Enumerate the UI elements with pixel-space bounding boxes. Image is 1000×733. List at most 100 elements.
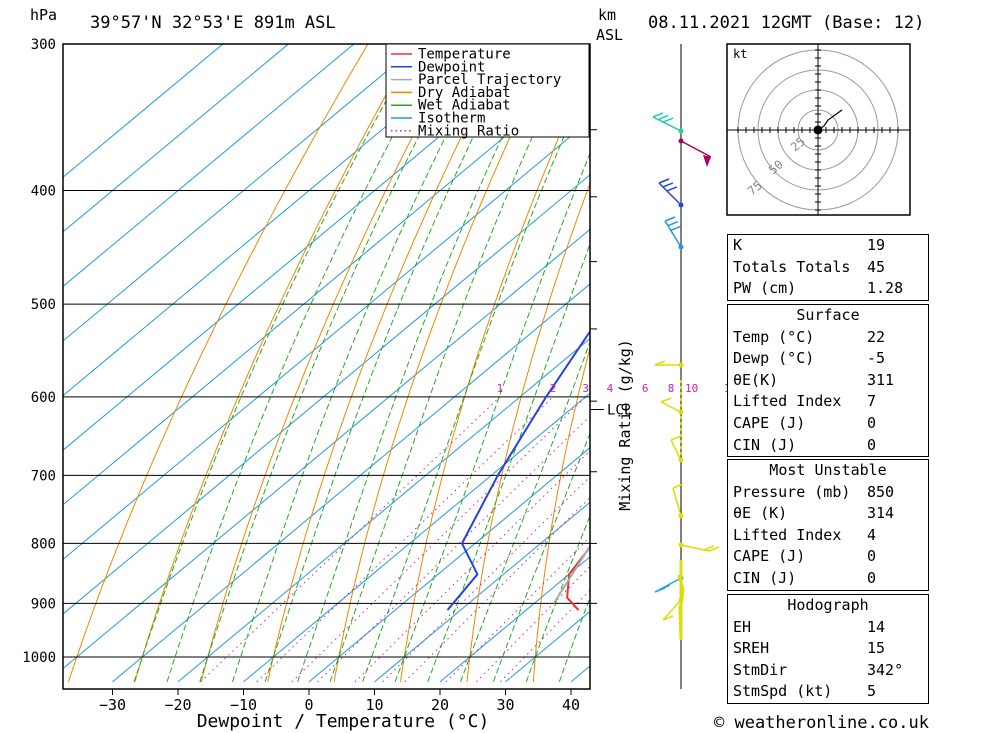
dry-adiabat-line xyxy=(974,27,1000,682)
dry-adiabat-line xyxy=(200,44,462,682)
wind-barb-shaft xyxy=(658,182,682,206)
wind-barb-shaft xyxy=(680,140,712,158)
wind-barb-flag xyxy=(670,225,682,232)
mixing-ratio-label: 4 xyxy=(607,382,614,395)
isotherm-line xyxy=(63,44,421,342)
mixing-ratio-label: 1 xyxy=(497,382,504,395)
mixing-ratio-line xyxy=(291,396,587,683)
pressure-tick-label: 600 xyxy=(31,390,56,406)
dry-adiabat-line xyxy=(134,44,415,682)
wet-adiabat-line xyxy=(166,44,443,682)
most-unstable-table: Most Unstable Pressure (mb) 850 θE (K) 314… xyxy=(727,459,929,591)
asl-unit-label: ASL xyxy=(596,26,623,44)
temperature-line xyxy=(566,545,590,611)
x-tick-label: 10 xyxy=(365,696,383,714)
pressure-tick-label: 300 xyxy=(31,37,56,53)
most-unstable-title: Most Unstable xyxy=(769,461,887,479)
surface-row: Temp (°C) 22 xyxy=(733,327,886,346)
wind-level-dot xyxy=(678,128,684,134)
legend-entry: Isotherm xyxy=(418,111,485,127)
wind-barb-shaft xyxy=(670,439,682,461)
wind-profile-column xyxy=(590,44,720,689)
low-level-wind-cluster xyxy=(677,560,685,641)
hodograph-row: StmSpd (kt) 5 xyxy=(733,682,877,701)
copyright-footer: © weatheronline.co.uk xyxy=(714,713,929,733)
wind-level-dot xyxy=(678,542,684,548)
wet-adiabat-line xyxy=(394,151,590,682)
hodograph-row: StmDir 342° xyxy=(733,660,904,679)
wind-barb-flag xyxy=(659,584,670,591)
x-tick-label: 0 xyxy=(304,696,313,714)
x-tick-label: 30 xyxy=(496,696,514,714)
dry-adiabat-line xyxy=(400,64,590,682)
isotherm-line xyxy=(374,501,590,683)
surface-row: CIN (J) 0 xyxy=(733,435,877,454)
index-row-k: K 19 xyxy=(733,236,886,254)
legend-entry: Wet Adiabat xyxy=(418,98,511,114)
surface-row: Lifted Index 7 xyxy=(733,392,877,411)
lcl-label: LCL xyxy=(607,402,632,418)
isotherm-line xyxy=(112,283,590,683)
legend-entry: Dry Adiabat xyxy=(418,85,511,101)
dry-adiabat-line xyxy=(267,44,508,682)
pressure-tick-label: 700 xyxy=(31,468,56,484)
hpa-unit-label: hPa xyxy=(30,6,57,24)
mixing-ratio-line xyxy=(404,496,590,683)
dewpoint-line xyxy=(446,329,590,611)
wind-barb-flag xyxy=(657,114,669,121)
mixing-ratio-axis-title: Mixing Ratio (g/kg) xyxy=(616,339,634,511)
wind-barb-flag xyxy=(666,186,678,192)
wet-adiabat-line xyxy=(427,242,590,682)
isotherm-line xyxy=(177,337,590,683)
mixing-ratio-label: 2 xyxy=(550,382,557,395)
wind-barb-flag xyxy=(654,360,666,366)
isotherm-line xyxy=(63,119,590,560)
isotherm-line xyxy=(63,44,355,288)
hodograph-table: Hodograph EH 14 SREH 15 StmDir 342° StmSpd … xyxy=(727,594,929,704)
wind-barb-shaft xyxy=(664,220,682,248)
wind-barb-flag xyxy=(667,220,679,227)
surface-table: Surface Temp (°C) 22 Dewp (°C) -5 θE(K) 311… xyxy=(727,304,929,458)
x-tick-label: −30 xyxy=(99,696,126,714)
wind-level-dot xyxy=(678,513,684,519)
surface-row: Dewp (°C) -5 xyxy=(733,349,886,368)
most-unstable-row: CAPE (J) 0 xyxy=(733,547,877,566)
isotherm-line xyxy=(308,447,590,683)
dry-adiabat-line xyxy=(532,346,590,682)
most-unstable-row: Pressure (mb) 850 xyxy=(733,482,895,501)
wind-barb-flag xyxy=(672,483,684,489)
surface-row: CAPE (J) 0 xyxy=(733,413,877,432)
isotherm-line xyxy=(63,44,486,397)
surface-title: Surface xyxy=(796,306,860,324)
pressure-tick-label: 1000 xyxy=(22,650,56,666)
index-row-pw: PW (cm) 1.28 xyxy=(733,279,904,298)
dry-adiabat-line xyxy=(333,44,555,682)
isotherm-line xyxy=(63,44,224,178)
x-tick-label: 20 xyxy=(431,696,449,714)
hodograph-title: Hodograph xyxy=(787,596,869,614)
wind-level-dot xyxy=(678,362,684,368)
wind-barb-flag xyxy=(664,216,676,222)
x-tick-label: −10 xyxy=(230,696,257,714)
wet-adiabat-line xyxy=(133,44,419,682)
wind-barb-flag xyxy=(670,435,682,441)
wind-barb-flag xyxy=(703,545,715,551)
mixing-ratio-label: 3 xyxy=(582,382,589,395)
isotherm-line xyxy=(63,44,290,233)
wind-barb-flag xyxy=(662,117,674,123)
hodograph-unit-label: kt xyxy=(733,47,747,61)
wind-level-dot xyxy=(678,138,684,144)
x-tick-label: −20 xyxy=(164,696,191,714)
plot-axes: 123468101520253004005006007008009001000−… xyxy=(22,37,787,714)
indices-table: K 19 Totals Totals 45 PW (cm) 1.28 xyxy=(727,234,929,301)
mixing-ratio-line xyxy=(354,450,590,683)
wind-barb-flag xyxy=(660,397,672,403)
dry-adiabat-line xyxy=(466,182,590,682)
location-title: 39°57'N 32°53'E 891m ASL xyxy=(90,13,336,33)
pressure-tick-label: 500 xyxy=(31,297,56,313)
wind-barb-pennant xyxy=(703,155,711,167)
mixing-ratio-label: 6 xyxy=(642,382,649,395)
